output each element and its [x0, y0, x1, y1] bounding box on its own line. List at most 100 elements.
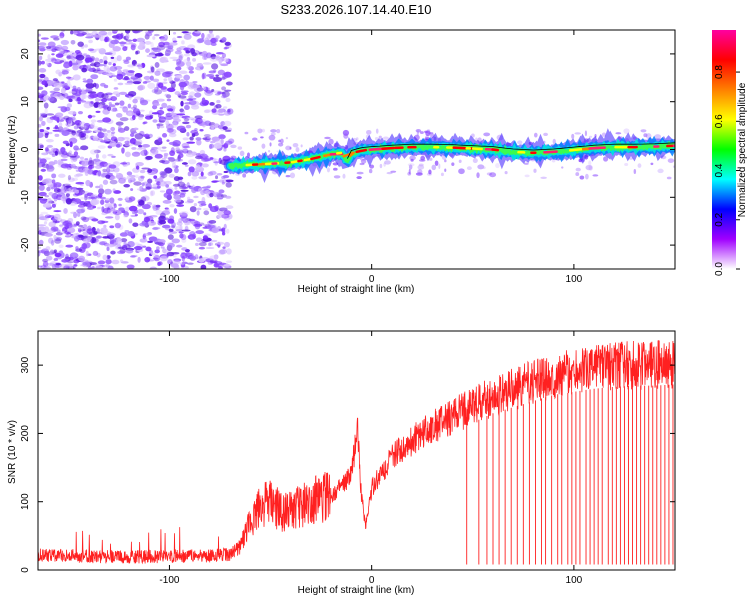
noise-blob: [147, 178, 153, 184]
noise-blob: [79, 156, 85, 160]
noise-blob: [118, 207, 125, 212]
noise-blob: [166, 94, 172, 99]
ridge-halo-blob: [533, 132, 538, 138]
snr-x-axis-title: Height of straight line (km): [298, 585, 415, 596]
noise-blob: [164, 53, 171, 57]
ridge-halo-blob: [285, 145, 292, 151]
noise-blob: [201, 32, 205, 40]
noise-blob: [38, 55, 43, 60]
noise-blob: [58, 122, 63, 128]
noise-blob: [61, 258, 69, 263]
noise-blob: [50, 239, 55, 246]
x-tick-label: 100: [566, 274, 583, 285]
noise-blob: [63, 207, 68, 214]
noise-blob: [49, 90, 56, 94]
noise-blob: [48, 161, 56, 166]
noise-blob: [67, 175, 72, 181]
noise-blob: [125, 249, 134, 254]
noise-blob: [172, 255, 177, 258]
ridge-halo-blob: [504, 170, 508, 175]
noise-blob: [129, 132, 135, 137]
noise-blob: [46, 116, 54, 124]
noise-blob: [221, 227, 226, 233]
noise-blob: [113, 167, 120, 173]
noise-blob: [145, 155, 153, 160]
ridge-halo-blob: [384, 160, 391, 165]
noise-blob: [165, 208, 170, 212]
noise-blob: [170, 82, 176, 89]
ridge-halo-blob: [261, 128, 266, 133]
noise-blob: [126, 171, 133, 176]
noise-blob: [109, 65, 118, 72]
noise-blob: [208, 30, 213, 34]
noise-blob: [162, 71, 171, 78]
noise-blob: [110, 131, 116, 134]
noise-blob: [74, 49, 81, 54]
noise-blob: [150, 66, 155, 73]
noise-blob: [93, 34, 102, 38]
noise-blob: [44, 132, 49, 139]
noise-blob: [154, 249, 160, 254]
ridge-halo-blob: [343, 133, 349, 139]
noise-blob: [154, 70, 161, 76]
noise-blob: [145, 215, 154, 222]
noise-blob: [225, 228, 230, 234]
noise-blob: [116, 112, 123, 118]
noise-blob: [66, 80, 71, 87]
noise-blob: [214, 93, 221, 96]
noise-blob: [102, 179, 109, 185]
noise-blob: [131, 147, 137, 150]
noise-blob: [109, 225, 115, 229]
noise-blob: [201, 163, 209, 168]
noise-blob: [105, 174, 111, 179]
noise-blob: [73, 264, 78, 267]
noise-blob: [161, 146, 167, 149]
noise-blob: [217, 124, 224, 130]
noise-blob: [53, 92, 63, 99]
noise-blob: [181, 142, 190, 149]
noise-blob: [45, 58, 54, 63]
noise-blob: [124, 151, 131, 158]
ridge-halo-blob: [543, 132, 549, 137]
noise-blob: [109, 197, 115, 204]
snr-x-ticks: -100 0 100: [159, 331, 583, 586]
noise-blob: [123, 60, 130, 65]
noise-blob: [47, 54, 51, 60]
noise-blob: [94, 57, 100, 63]
noise-blob: [53, 249, 57, 253]
noise-blob: [38, 132, 44, 139]
noise-blob: [189, 206, 197, 213]
noise-blob: [82, 80, 90, 83]
x-tick-label: 0: [369, 274, 375, 285]
noise-blob: [196, 210, 200, 216]
noise-blob: [216, 99, 221, 104]
noise-blob: [60, 39, 70, 46]
noise-blob: [209, 192, 214, 198]
noise-blob: [162, 41, 171, 46]
noise-blob: [136, 188, 143, 191]
noise-blob: [211, 227, 219, 234]
noise-blob: [60, 163, 70, 169]
noise-blob: [172, 40, 178, 43]
noise-blob: [213, 69, 217, 73]
noise-blob: [79, 100, 87, 103]
noise-blob: [38, 124, 42, 128]
noise-blob: [87, 114, 93, 119]
ridge-halo-blob: [603, 156, 609, 162]
noise-blob: [73, 151, 79, 157]
noise-blob: [167, 259, 173, 265]
noise-blob: [82, 261, 88, 266]
noise-blob: [96, 252, 101, 258]
noise-blob: [105, 264, 111, 268]
noise-blob: [224, 129, 232, 132]
noise-blob: [185, 50, 191, 54]
noise-blob: [70, 186, 78, 190]
noise-blob: [211, 180, 220, 183]
noise-blob: [175, 228, 183, 232]
noise-blob: [183, 74, 191, 81]
noise-blob: [82, 130, 91, 134]
noise-blob: [193, 203, 198, 207]
noise-blob: [51, 173, 57, 179]
noise-blob: [218, 249, 226, 255]
